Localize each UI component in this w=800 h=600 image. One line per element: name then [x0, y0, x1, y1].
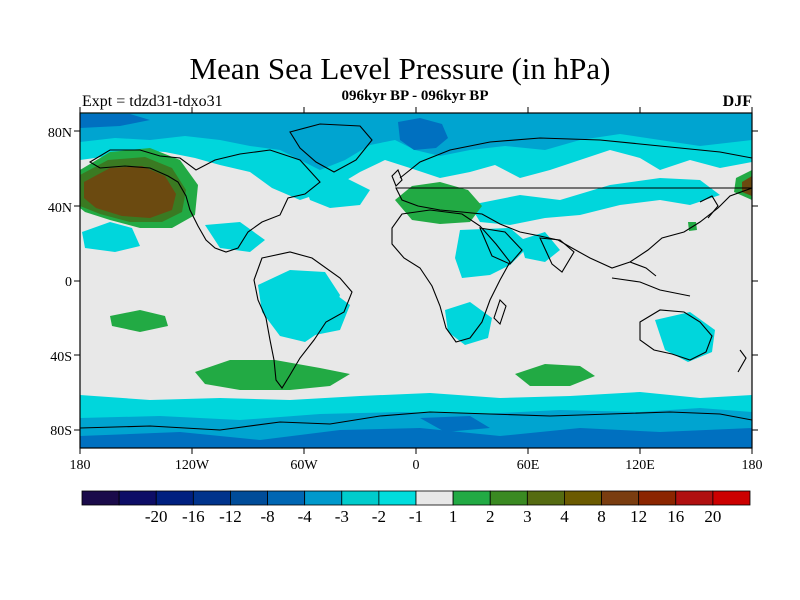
coast-greenland	[289, 123, 373, 173]
lon-tick-label: 180	[70, 458, 91, 473]
australia-cyan	[655, 312, 715, 362]
colorbar-label: 12	[630, 507, 647, 526]
colorbar-label: -2	[372, 507, 386, 526]
colorbar-swatch	[81, 490, 120, 506]
lon-tick-label: 60W	[290, 458, 318, 473]
colorbar-label: -12	[219, 507, 242, 526]
coast-australia	[639, 309, 713, 361]
south-atlantic-cyan	[300, 290, 350, 335]
colorbar-swatch	[601, 490, 640, 506]
colorbar-swatch	[489, 490, 528, 506]
longitude-axis: 180 120W 60W 0 60E 120E 180	[70, 107, 763, 473]
colorbar-swatch	[415, 490, 454, 506]
colorbar-label: -3	[335, 507, 349, 526]
colorbar-swatch	[526, 490, 565, 506]
arctic-blue-core	[398, 118, 448, 150]
map-subtitle: 096kyr BP - 096kyr BP	[341, 88, 489, 104]
colorbar-label: -16	[182, 507, 205, 526]
colorbar-label: 16	[667, 507, 684, 526]
season-label: DJF	[722, 93, 752, 110]
pacific-brown-high	[84, 166, 176, 218]
colorbar-swatch	[118, 490, 157, 506]
lon-tick-label: 60E	[517, 458, 540, 473]
coast-japan	[699, 195, 719, 219]
colorbar-label: 1	[449, 507, 458, 526]
lat-tick-label: 40S	[50, 350, 72, 365]
latitude-axis: 80N 40N 0 40S 80S	[48, 126, 758, 439]
coast-new-zealand	[737, 349, 747, 373]
southern-ocean-green-high	[195, 360, 350, 390]
colorbar-swatch	[452, 490, 491, 506]
colorbar-swatch	[267, 490, 306, 506]
colorbar: -20 -16 -12 -8 -4 -3 -2 -1 1 2 3 4 8 12 16 20	[81, 490, 751, 526]
colorbar-label: 8	[597, 507, 606, 526]
lat-tick-label: 80S	[50, 424, 72, 439]
mideast-cyan-patch	[455, 228, 530, 278]
lat-tick-label: 0	[65, 275, 72, 290]
colorbar-swatch	[675, 490, 714, 506]
colorbar-swatch	[378, 490, 417, 506]
lat-tick-label: 80N	[48, 126, 72, 141]
coast-india	[539, 237, 575, 273]
colorbar-swatch	[564, 490, 602, 506]
pacific-cyan-patch	[82, 222, 140, 252]
contour-map	[80, 113, 752, 448]
lon-tick-label: 120E	[625, 458, 655, 473]
colorbar-swatch	[155, 490, 194, 506]
lon-tick-label: 0	[413, 458, 420, 473]
coast-madagascar	[493, 298, 507, 326]
eurasia-cyan-patch	[470, 178, 720, 225]
lon-tick-label: 120W	[175, 458, 210, 473]
colorbar-label: 3	[523, 507, 532, 526]
africa-cyan	[445, 302, 492, 345]
caribbean-cyan-patch	[205, 222, 265, 252]
colorbar-label: -1	[409, 507, 423, 526]
lat-tick-label: 40N	[48, 201, 72, 216]
colorbar-label: 2	[486, 507, 495, 526]
antarctic-blue-band	[80, 428, 752, 448]
coast-antarctica	[80, 411, 752, 431]
south-pacific-green-high	[110, 310, 168, 332]
colorbar-swatch	[192, 490, 231, 506]
lon-tick-label: 180	[742, 458, 763, 473]
colorbar-label: -20	[145, 507, 168, 526]
colorbar-label: -8	[260, 507, 274, 526]
coast-south-america	[253, 251, 353, 389]
colorbar-label: 4	[560, 507, 569, 526]
coast-arabia	[479, 227, 523, 265]
colorbar-swatch	[230, 490, 268, 506]
colorbar-swatch	[712, 490, 751, 506]
map-title: Mean Sea Level Pressure (in hPa)	[189, 51, 611, 86]
colorbar-label: -4	[298, 507, 313, 526]
experiment-label: Expt = tdzd31-tdxo31	[82, 93, 223, 110]
arctic-blue-west	[80, 114, 150, 128]
colorbar-swatch	[341, 490, 380, 506]
coast-north-america	[88, 149, 321, 253]
colorbar-swatch	[304, 490, 343, 506]
coast-africa	[391, 209, 511, 343]
coastlines	[80, 123, 752, 431]
antarctic-blue-patch	[420, 416, 490, 432]
coast-uk	[391, 169, 403, 187]
indian-ocean-green-high	[515, 364, 595, 386]
coast-indonesia	[611, 261, 691, 297]
colorbar-label: 20	[704, 507, 721, 526]
colorbar-swatch	[638, 490, 677, 506]
